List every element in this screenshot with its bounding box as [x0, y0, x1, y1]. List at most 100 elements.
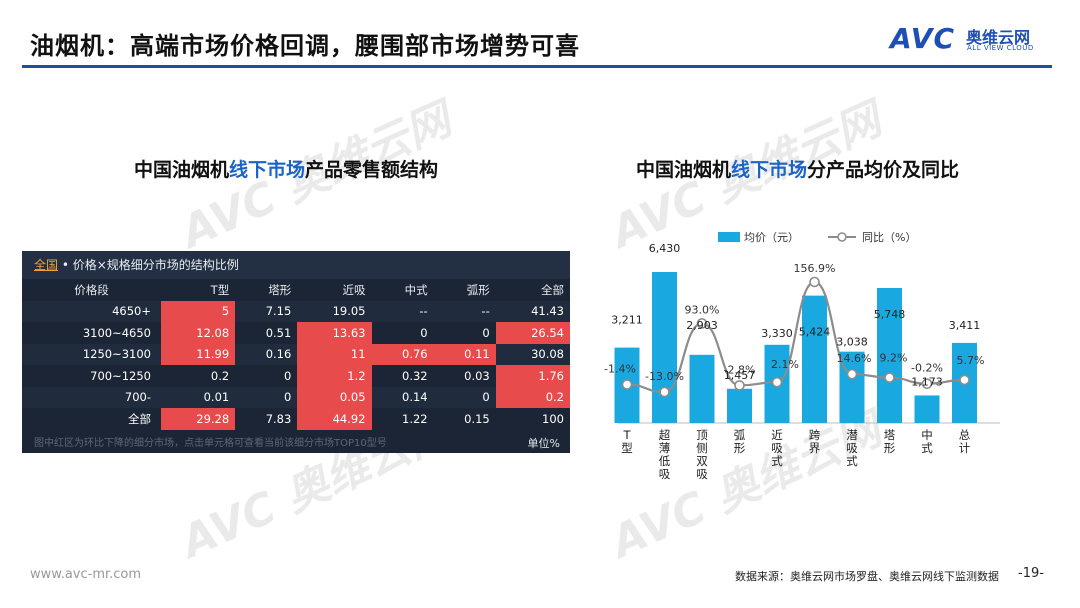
price-band-label: 1250~3100: [22, 343, 161, 365]
table-footnote: 图中红区为环比下降的细分市场，点击单元格可查看当前该细分市场TOP10型号: [34, 438, 387, 449]
left-title-suffix: 产品零售额结构: [305, 159, 439, 181]
bar-value-label: 3,411: [949, 319, 981, 332]
price-band-label: 700~1250: [22, 365, 161, 387]
table-cell[interactable]: --: [433, 300, 496, 322]
bar-avg-price: [802, 295, 827, 423]
table-cell[interactable]: 0.32: [371, 365, 434, 387]
yoy-label: 93.0%: [685, 303, 720, 316]
table-cell[interactable]: 1.2: [297, 365, 372, 387]
yoy-label: -1.4%: [604, 362, 636, 375]
bar-avg-price: [839, 351, 865, 423]
table-cell[interactable]: 44.92: [297, 408, 372, 430]
bar-avg-price: [689, 354, 715, 423]
table-cell[interactable]: 0.01: [161, 386, 236, 408]
data-source: 数据来源：奥维云网市场罗盘、奥维云网线下监测数据: [735, 570, 999, 583]
yoy-label: 5.7%: [957, 354, 985, 367]
column-header: 近吸: [342, 282, 366, 297]
table-cell[interactable]: 7.83: [235, 408, 298, 430]
yoy-label: 14.6%: [837, 352, 872, 365]
column-header: T型: [210, 282, 230, 297]
table-row: 1250~3100 11.99 0.16 11 0.76 0.11 30.08: [22, 343, 570, 365]
left-title-highlight: 线下市场: [229, 159, 306, 181]
bar-value-label: 5,748: [874, 308, 906, 321]
table-cell[interactable]: 1.22: [371, 408, 434, 430]
region-link[interactable]: 全国: [34, 258, 59, 272]
table-cell[interactable]: 41.43: [495, 300, 570, 322]
yoy-point: [959, 374, 970, 386]
table-unit: 单位%: [527, 437, 560, 450]
bar-value-label: 3,330: [761, 327, 793, 340]
table-cell[interactable]: 0.2: [495, 386, 570, 408]
table-cell[interactable]: 0.14: [371, 386, 434, 408]
table-cell[interactable]: 0: [235, 365, 298, 387]
table-cell[interactable]: 0.15: [433, 408, 496, 430]
yoy-point: [846, 368, 858, 380]
yoy-point: [696, 318, 708, 329]
table-cell[interactable]: 0: [433, 386, 496, 408]
table-cell[interactable]: 19.05: [297, 300, 372, 322]
logo-mark: AVC: [890, 22, 955, 55]
table-cell[interactable]: 0.51: [235, 322, 298, 344]
page-number: -19-: [1018, 566, 1044, 581]
right-section-title: 中国油烟机线下市场分产品均价及同比: [636, 155, 959, 182]
right-title-suffix: 分产品均价及同比: [807, 159, 960, 181]
table-cell[interactable]: 13.63: [297, 322, 372, 344]
bar-value-label: 1,173: [911, 375, 943, 388]
table-header-text: • 价格×规格细分市场的结构比例: [58, 258, 239, 272]
table-cell[interactable]: 1.76: [495, 365, 570, 387]
table-cell[interactable]: 0.76: [371, 343, 434, 365]
category-label: 顶侧双吸: [696, 428, 708, 481]
table-footer: 图中红区为环比下降的细分市场，点击单元格可查看当前该细分市场TOP10型号 单位…: [22, 434, 570, 453]
category-label: 近吸式: [771, 428, 783, 468]
yoy-label: 2.1%: [771, 358, 799, 371]
table-cell[interactable]: 30.08: [495, 343, 570, 365]
bar-avg-price: [652, 272, 677, 423]
yoy-label: 156.9%: [794, 262, 836, 275]
table-cell[interactable]: 29.28: [161, 408, 236, 430]
yoy-point: [809, 276, 820, 288]
column-header: 全部: [541, 282, 564, 297]
bar-value-label: 1,457: [724, 369, 756, 382]
bar-value-label: 6,430: [649, 242, 681, 255]
table-cell[interactable]: 26.54: [495, 322, 570, 344]
table-row: 3100~4650 12.08 0.51 13.63 0 0 26.54: [22, 322, 570, 344]
table-cell[interactable]: 11: [297, 343, 372, 365]
table-cell[interactable]: 0: [371, 322, 434, 344]
table-cell[interactable]: 7.15: [235, 300, 298, 322]
table-cell[interactable]: 0.16: [235, 343, 298, 365]
logo-english-name: ALL VIEW CLOUD: [967, 44, 1034, 52]
structure-grid: 价格段 T型 塔形 近吸 中式 弧形 全部 4650+ 5 7.15 19.05 -- -- 41.43…: [22, 279, 570, 430]
table-row: 700- 0.01 0 0.05 0.14 0 0.2: [22, 386, 570, 408]
table-cell[interactable]: 5: [161, 300, 236, 322]
category-label: 潜吸式: [846, 428, 858, 468]
table-cell[interactable]: 12.08: [161, 322, 236, 344]
category-label: 总计: [959, 428, 971, 455]
table-cell[interactable]: 100: [495, 408, 570, 430]
legend-swatch-bar: [718, 232, 740, 242]
table-cell[interactable]: 0.03: [433, 365, 496, 387]
table-cell[interactable]: 0: [235, 386, 298, 408]
table-cell[interactable]: 0.11: [433, 343, 496, 365]
yoy-point: [734, 380, 745, 391]
table-row: 4650+ 5 7.15 19.05 -- -- 41.43: [22, 300, 570, 322]
yoy-point: [921, 378, 933, 390]
table-cell[interactable]: 0: [433, 322, 496, 344]
table-cell[interactable]: 0.05: [297, 386, 372, 408]
price-band-label: 700-: [22, 386, 161, 408]
table-row: 700~1250 0.2 0 1.2 0.32 0.03 1.76: [22, 365, 570, 387]
yoy-label: -0.2%: [911, 362, 943, 375]
yoy-point: [621, 379, 633, 390]
header-divider: [22, 65, 1052, 68]
table-cell[interactable]: 11.99: [161, 343, 236, 365]
table-cell[interactable]: --: [371, 300, 434, 322]
bar-avg-price: [914, 395, 940, 423]
table-row: 全部 29.28 7.83 44.92 1.22 0.15 100: [22, 408, 570, 430]
left-title-prefix: 中国油烟机: [134, 159, 230, 181]
category-label: 超薄低吸: [659, 428, 671, 481]
table-cell[interactable]: 0.2: [161, 365, 236, 387]
category-label: 弧形: [734, 428, 746, 455]
bar-value-label: 5,424: [799, 326, 831, 339]
bar-avg-price: [877, 288, 902, 423]
bar-value-label: 3,211: [611, 314, 643, 327]
legend-marker-line: [837, 232, 847, 242]
